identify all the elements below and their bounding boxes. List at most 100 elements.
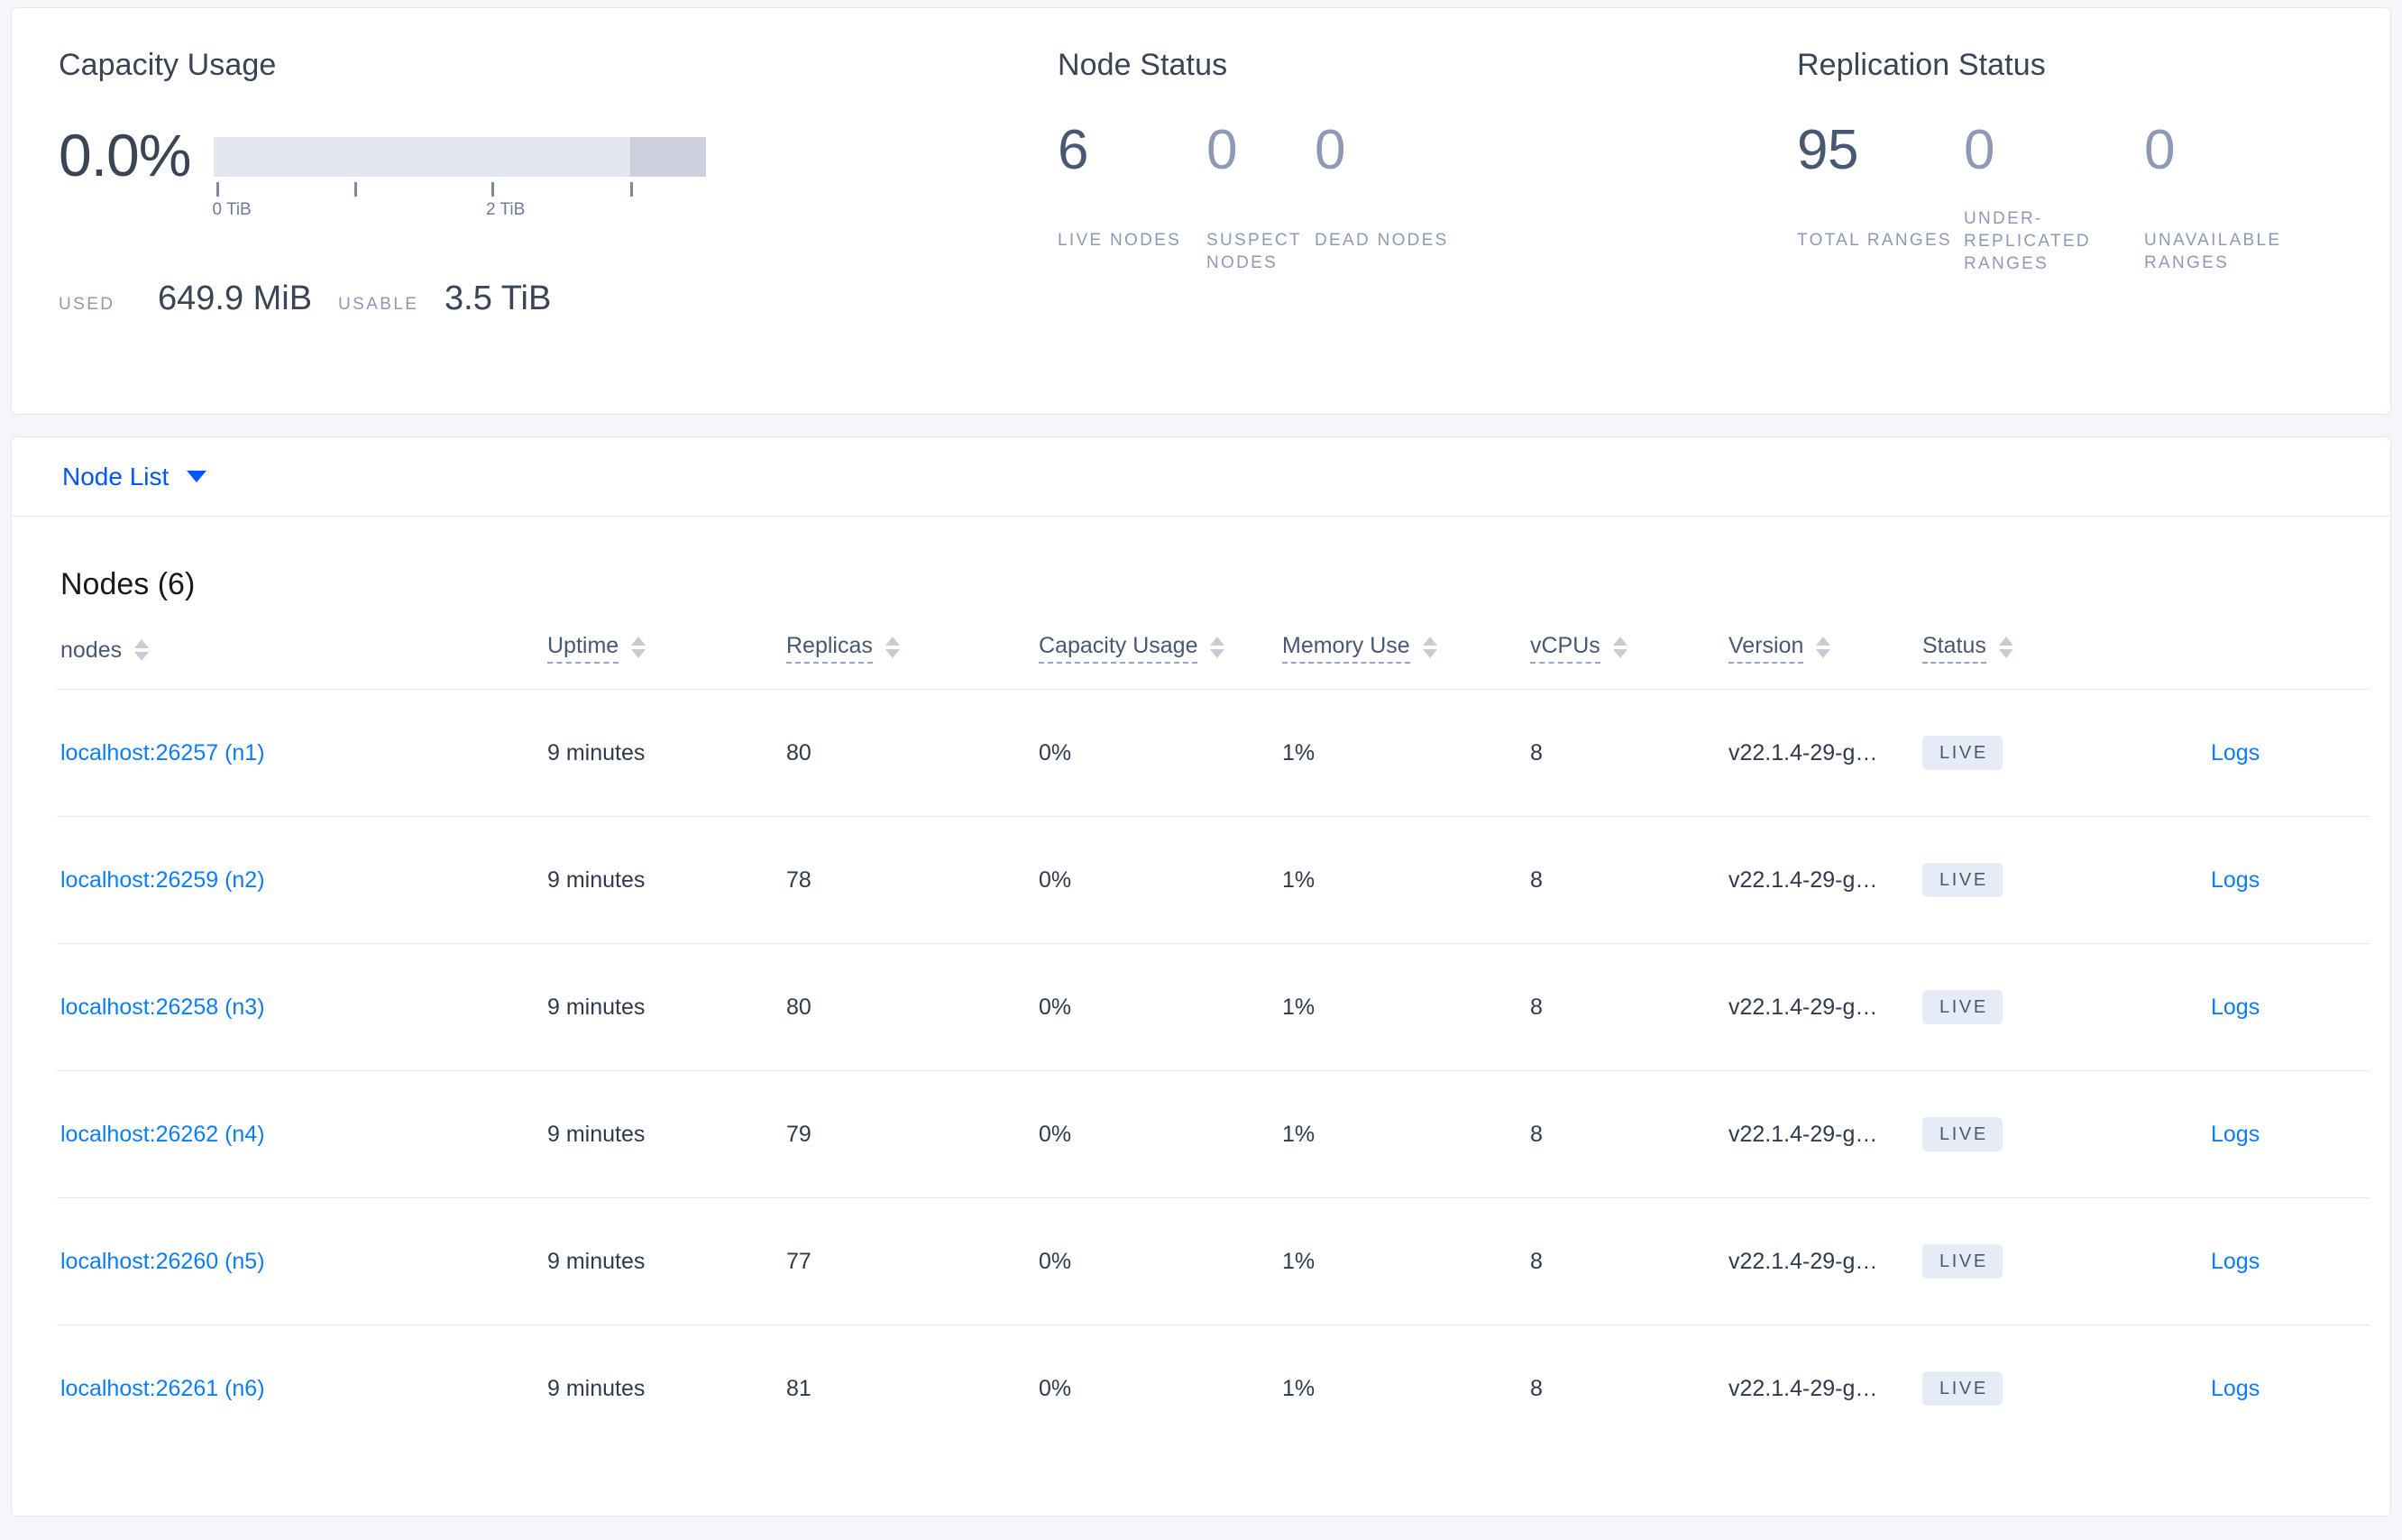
capacity-bar-segment: [629, 137, 707, 177]
logs-link[interactable]: Logs: [2211, 739, 2260, 765]
column-header-label: nodes: [60, 637, 123, 663]
capacity-usage-chart-row: 0.0% 0 TiB 2 TiB: [59, 122, 1022, 219]
cluster-summary-card: Capacity Usage 0.0% 0 TiB 2 TiB: [11, 7, 2391, 415]
cell-capacity: 0%: [1035, 943, 1279, 1071]
column-header-version[interactable]: Version: [1725, 633, 1919, 690]
node-link[interactable]: localhost:26259 (n2): [60, 866, 265, 893]
cell-status: LIVE: [1919, 1197, 2207, 1325]
column-header-nodes[interactable]: nodes: [57, 633, 544, 690]
status-badge: LIVE: [1922, 990, 2003, 1024]
cell-node: localhost:26257 (n1): [57, 689, 544, 817]
cell-node: localhost:26262 (n4): [57, 1070, 544, 1198]
cell-vcpus: 8: [1526, 1325, 1725, 1452]
metric-dead-nodes: 0 DEAD NODES: [1315, 123, 1450, 274]
sort-icon[interactable]: [134, 638, 150, 661]
logs-link[interactable]: Logs: [2211, 1375, 2260, 1401]
logs-link[interactable]: Logs: [2211, 994, 2260, 1020]
cell-capacity: 0%: [1035, 1197, 1279, 1325]
sort-icon[interactable]: [1422, 637, 1437, 658]
sort-icon[interactable]: [1816, 637, 1831, 658]
node-link[interactable]: localhost:26257 (n1): [60, 739, 265, 765]
column-header-label: Status: [1922, 633, 1986, 664]
cell-replicas: 81: [783, 1325, 1035, 1452]
node-link[interactable]: localhost:26260 (n5): [60, 1248, 265, 1274]
node-status-title: Node Status: [1058, 48, 1228, 82]
capacity-usage-panel: Capacity Usage 0.0% 0 TiB 2 TiB: [12, 8, 1022, 318]
used-label: USED: [59, 295, 115, 314]
cell-capacity: 0%: [1035, 1325, 1279, 1452]
sort-icon[interactable]: [1612, 637, 1627, 658]
status-badge: LIVE: [1922, 1117, 2003, 1151]
axis-tick: [215, 182, 219, 197]
chevron-down-icon: [187, 471, 207, 482]
column-header-label: Replicas: [786, 633, 873, 664]
column-header-label: vCPUs: [1530, 633, 1600, 664]
metric-caption: SUSPECT NODES: [1206, 231, 1302, 272]
cell-replicas: 80: [783, 689, 1035, 817]
cell-replicas: 80: [783, 943, 1035, 1071]
column-header-vcpus[interactable]: vCPUs: [1526, 633, 1725, 690]
cell-uptime: 9 minutes: [544, 816, 783, 944]
replication-status-title: Replication Status: [1797, 48, 2046, 82]
cell-memory: 1%: [1279, 816, 1526, 944]
node-list-body: Nodes (6) nodes: [12, 517, 2390, 1452]
cell-vcpus: 8: [1526, 1197, 1725, 1325]
cell-capacity: 0%: [1035, 816, 1279, 944]
cell-version: v22.1.4-29-g…: [1725, 816, 1919, 944]
table-row: localhost:26259 (n2) 9 minutes 78 0% 1% …: [57, 816, 2370, 944]
node-link[interactable]: localhost:26261 (n6): [60, 1375, 265, 1401]
metric-unavailable-ranges: 0 UNAVAILABLE RANGES: [2144, 123, 2324, 275]
metric-value: 95: [1797, 119, 1858, 181]
cell-logs: Logs: [2207, 1325, 2370, 1452]
node-status-panel: Node Status 6 LIVE NODES 0 SUSPECT NODES…: [1022, 8, 1779, 274]
column-header-capacity-usage[interactable]: Capacity Usage: [1035, 633, 1279, 690]
cell-status: LIVE: [1919, 689, 2207, 817]
axis-tick: [630, 182, 634, 197]
column-header-uptime[interactable]: Uptime: [544, 633, 783, 690]
logs-link[interactable]: Logs: [2211, 866, 2260, 893]
column-header-label: Memory Use: [1282, 633, 1410, 664]
column-header-memory-use[interactable]: Memory Use: [1279, 633, 1526, 690]
cell-version: v22.1.4-29-g…: [1725, 1197, 1919, 1325]
sort-icon[interactable]: [1998, 637, 2013, 658]
metric-under-replicated-ranges: 0 UNDER- REPLICATED RANGES: [1964, 123, 2144, 275]
cell-uptime: 9 minutes: [544, 1070, 783, 1198]
capacity-usage-percent: 0.0%: [59, 122, 191, 188]
metric-value: 0: [2144, 119, 2175, 181]
table-row: localhost:26258 (n3) 9 minutes 80 0% 1% …: [57, 943, 2370, 1071]
status-badge: LIVE: [1922, 736, 2003, 770]
node-link[interactable]: localhost:26262 (n4): [60, 1121, 265, 1147]
sort-icon[interactable]: [885, 637, 900, 658]
cell-capacity: 0%: [1035, 1070, 1279, 1198]
metric-caption: DEAD NODES: [1315, 231, 1449, 250]
axis-tick: [491, 182, 495, 197]
cell-logs: Logs: [2207, 1070, 2370, 1198]
logs-link[interactable]: Logs: [2211, 1248, 2260, 1274]
column-header-replicas[interactable]: Replicas: [783, 633, 1035, 690]
nodes-table-body: localhost:26257 (n1) 9 minutes 80 0% 1% …: [57, 689, 2370, 1452]
status-badge: LIVE: [1922, 863, 2003, 897]
node-list-dropdown-label: Node List: [62, 462, 170, 490]
sort-icon[interactable]: [1210, 637, 1225, 658]
cell-vcpus: 8: [1526, 689, 1725, 817]
node-link[interactable]: localhost:26258 (n3): [60, 994, 265, 1020]
cell-memory: 1%: [1279, 943, 1526, 1071]
cell-memory: 1%: [1279, 1070, 1526, 1198]
axis-tick: [353, 182, 357, 197]
cell-uptime: 9 minutes: [544, 1197, 783, 1325]
logs-link[interactable]: Logs: [2211, 1121, 2260, 1147]
capacity-usage-bar-chart: 0 TiB 2 TiB: [212, 137, 708, 219]
capacity-bar-track: [214, 137, 707, 177]
cell-replicas: 78: [783, 816, 1035, 944]
column-header-status[interactable]: Status: [1919, 633, 2207, 690]
sort-icon[interactable]: [631, 637, 646, 658]
cell-memory: 1%: [1279, 689, 1526, 817]
metric-caption: LIVE NODES: [1058, 231, 1182, 250]
node-list-dropdown[interactable]: Node List: [62, 462, 207, 491]
capacity-bar-axis: 0 TiB 2 TiB: [212, 177, 706, 219]
replication-status-metrics: 95 TOTAL RANGES 0 UNDER- REPLICATED RANG…: [1797, 123, 2356, 275]
cell-version: v22.1.4-29-g…: [1725, 1325, 1919, 1452]
capacity-stats-row: USED 649.9 MiB USABLE 3.5 TiB: [59, 280, 1022, 318]
cell-status: LIVE: [1919, 816, 2207, 944]
